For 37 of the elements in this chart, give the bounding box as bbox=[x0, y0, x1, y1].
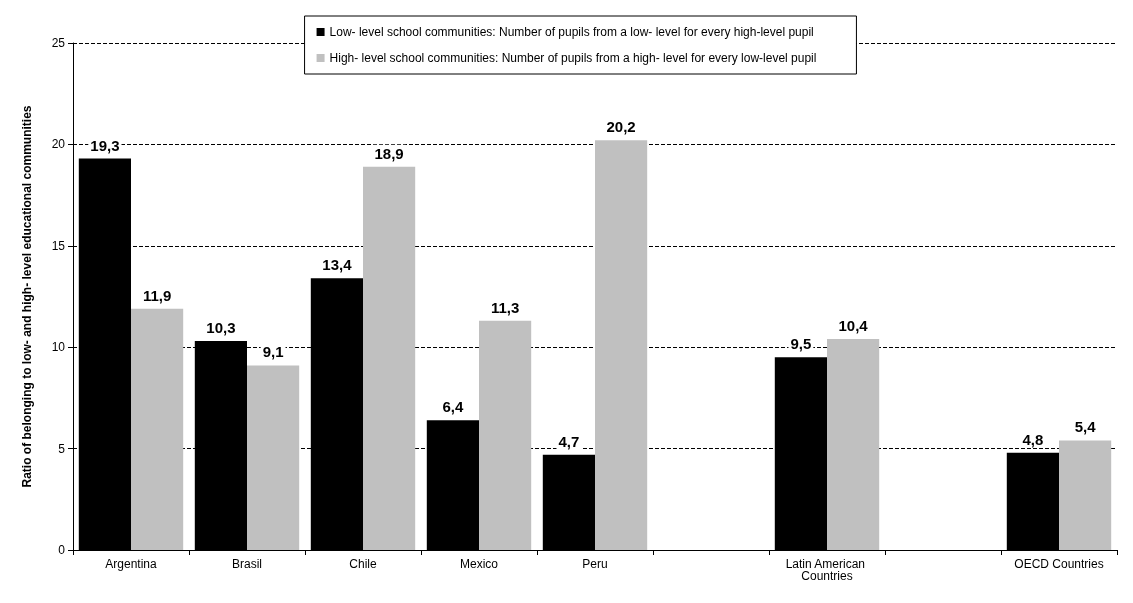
y-tick-label: 10 bbox=[51, 340, 66, 355]
data-label: 9,5 bbox=[790, 335, 812, 353]
data-label: 9,1 bbox=[262, 343, 284, 361]
y-tick-label: 0 bbox=[58, 543, 66, 557]
data-label: 11,3 bbox=[490, 298, 520, 316]
data-label: 19,3 bbox=[90, 136, 120, 154]
x-tick-label: Peru bbox=[582, 557, 608, 571]
data-label: 10,4 bbox=[838, 317, 869, 335]
y-axis-title: Ratio of belonging to low- and high- level educational communities bbox=[20, 105, 34, 488]
x-tick-label: Latin American Countries bbox=[785, 557, 869, 583]
data-label: 4,8 bbox=[1022, 430, 1044, 448]
x-tick-label: Argentina bbox=[105, 557, 158, 571]
data-label: 10,3 bbox=[206, 319, 236, 337]
bar bbox=[131, 308, 184, 550]
data-label: 13,4 bbox=[322, 256, 353, 274]
bar bbox=[247, 365, 300, 550]
data-label: 11,9 bbox=[142, 286, 172, 304]
x-tick-label: OECD Countries bbox=[1014, 557, 1104, 571]
y-tick-label: 15 bbox=[51, 238, 66, 253]
y-tick-label: 5 bbox=[58, 441, 66, 456]
data-label: 20,2 bbox=[606, 118, 636, 136]
legend-label: Low- level school communities: Number of pupils from a low- level for every high-level pupil bbox=[329, 25, 814, 39]
data-label: 18,9 bbox=[374, 144, 404, 162]
data-label: 4,7 bbox=[558, 432, 580, 450]
x-tick-label: Chile bbox=[349, 557, 377, 571]
x-tick-label: Brasil bbox=[231, 557, 263, 571]
bar bbox=[1059, 440, 1112, 550]
bar bbox=[479, 320, 532, 550]
data-label: 6,4 bbox=[442, 398, 464, 416]
bar bbox=[595, 140, 648, 550]
legend-label: High- level school communities: Number of pupils from a high- level for every low-level pupil bbox=[329, 51, 817, 65]
y-tick-label: 20 bbox=[51, 137, 66, 152]
x-tick-label: Mexico bbox=[459, 557, 499, 571]
data-label: 5,4 bbox=[1074, 418, 1097, 436]
y-tick-label: 25 bbox=[51, 36, 66, 50]
bar bbox=[363, 166, 416, 550]
bar bbox=[827, 339, 880, 550]
